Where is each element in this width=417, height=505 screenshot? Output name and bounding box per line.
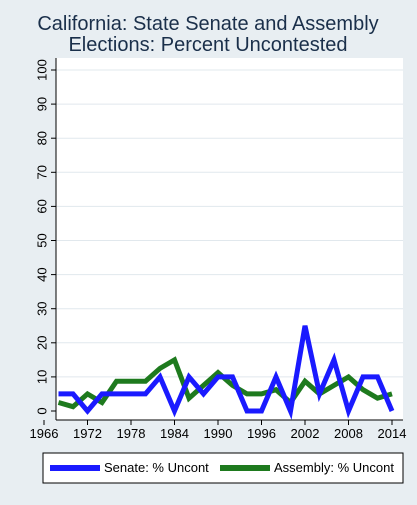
legend-box — [42, 452, 404, 484]
y-tick-label-60: 60 — [35, 199, 50, 213]
x-tick-label-1972: 1972 — [73, 426, 102, 441]
legend: Senate: % Uncont Assembly: % Uncont — [42, 452, 404, 484]
grid-lines — [56, 69, 403, 378]
legend-label-senate: Senate: % Uncont — [104, 460, 209, 475]
y-tick-label-40: 40 — [35, 267, 50, 281]
chart-title-line-1: California: State Senate and Assembly — [37, 13, 378, 35]
y-tick-label-0: 0 — [35, 407, 50, 414]
y-tick-label-90: 90 — [35, 97, 50, 111]
x-tick-label-1966: 1966 — [30, 426, 59, 441]
x-tick-label-2008: 2008 — [334, 426, 363, 441]
plot-area — [56, 58, 403, 420]
senate-series-line — [58, 325, 395, 420]
x-tick-label-1996: 1996 — [247, 426, 276, 441]
legend-label-assembly: Assembly: % Uncont — [274, 460, 394, 475]
y-tick-label-30: 30 — [35, 301, 50, 315]
x-tick-label-1990: 1990 — [204, 426, 233, 441]
y-tick-label-70: 70 — [35, 165, 50, 179]
y-tick-label-100: 100 — [35, 59, 50, 81]
x-tick-label-2002: 2002 — [291, 426, 320, 441]
y-tick-label-50: 50 — [35, 233, 50, 247]
y-tick-label-80: 80 — [35, 131, 50, 145]
chart-title: California: State Senate and AssemblyEle… — [37, 13, 378, 56]
x-tick-label-2014: 2014 — [378, 426, 407, 441]
series-lines — [57, 325, 395, 420]
y-tick-label-10: 10 — [35, 370, 50, 384]
x-tick-label-1984: 1984 — [160, 426, 189, 441]
axes: 0 10 20 30 40 50 60 70 80 90 100 1966 1972 1978 1984 19… — [30, 58, 407, 441]
y-tick-label-20: 20 — [35, 336, 50, 350]
x-tick-label-1978: 1978 — [117, 426, 146, 441]
chart-title-line-2: Elections: Percent Uncontested — [68, 34, 347, 56]
